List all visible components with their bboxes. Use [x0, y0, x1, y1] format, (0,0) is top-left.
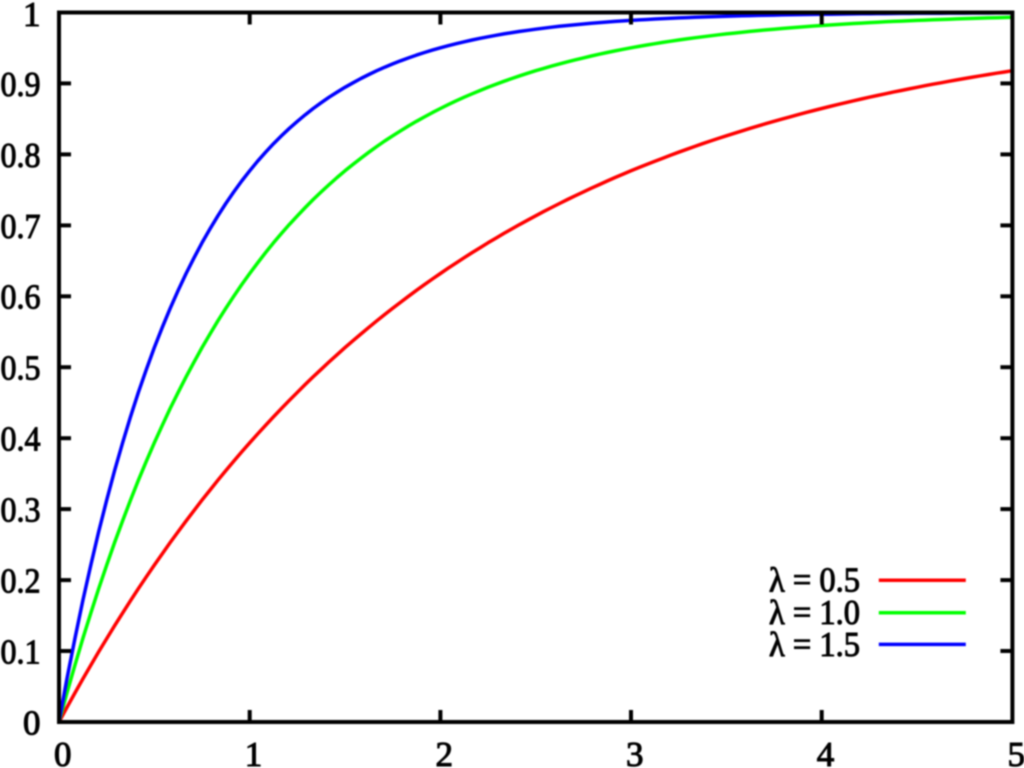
svg-text:0.8: 0.8: [1, 136, 41, 175]
svg-text:λ = 1.0: λ = 1.0: [769, 593, 860, 632]
svg-text:0.7: 0.7: [1, 207, 41, 246]
svg-text:λ = 0.5: λ = 0.5: [769, 561, 860, 600]
svg-text:0: 0: [54, 735, 72, 768]
svg-text:0.5: 0.5: [1, 349, 41, 388]
svg-text:5: 5: [1007, 735, 1024, 768]
svg-text:4: 4: [817, 735, 835, 768]
svg-text:0.1: 0.1: [1, 632, 41, 671]
svg-text:0.4: 0.4: [1, 420, 41, 459]
svg-text:0: 0: [23, 703, 41, 742]
svg-text:0.9: 0.9: [1, 65, 41, 104]
svg-text:1: 1: [23, 0, 41, 34]
svg-text:1: 1: [245, 735, 263, 768]
svg-text:2: 2: [435, 735, 453, 768]
svg-text:0.6: 0.6: [1, 278, 41, 317]
svg-text:0.2: 0.2: [1, 562, 41, 601]
svg-text:λ = 1.5: λ = 1.5: [769, 625, 860, 664]
svg-text:0.3: 0.3: [1, 491, 41, 530]
svg-text:3: 3: [626, 735, 644, 768]
